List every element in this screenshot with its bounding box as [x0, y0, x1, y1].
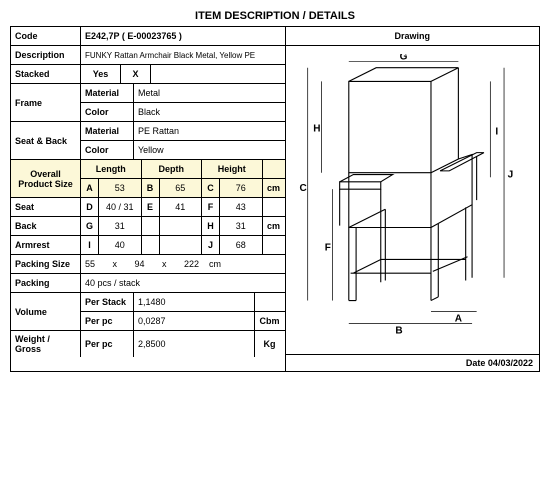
code-label: Code	[11, 27, 81, 45]
dim-a-value: 53	[99, 179, 142, 197]
stacked-label: Stacked	[11, 65, 81, 83]
back-empty-1	[142, 217, 160, 235]
volume-label: Volume	[11, 293, 81, 330]
dim-i-value: 40	[99, 236, 142, 254]
seat-label: Seat	[11, 198, 81, 216]
dim-f-value: 43	[220, 198, 263, 216]
left-panel: Code E242,7P ( E-00023765 ) Description …	[11, 27, 286, 371]
ops-label: Overall Product Size	[11, 160, 81, 197]
cbm-empty-1	[255, 293, 285, 311]
dim-j-label: J	[202, 236, 220, 254]
height-header: Height	[202, 160, 263, 178]
dim-b-value: 65	[160, 179, 203, 197]
volume-perpc-value: 0,0287	[134, 312, 255, 330]
spec-sheet: Code E242,7P ( E-00023765 ) Description …	[10, 26, 540, 372]
frame-label: Frame	[11, 84, 81, 121]
svg-text:H: H	[313, 124, 320, 135]
sb-material-label: Material	[81, 122, 134, 140]
dim-h-label: H	[202, 217, 220, 235]
stacked-empty	[151, 65, 285, 83]
dim-g-label: G	[81, 217, 99, 235]
dim-d-label: D	[81, 198, 99, 216]
arm-empty-1	[142, 236, 160, 254]
chair-drawing: G H C F I J A B	[294, 54, 531, 346]
dim-a-label: A	[81, 179, 99, 197]
svg-text:B: B	[395, 325, 402, 336]
dim-b-label: B	[142, 179, 160, 197]
svg-text:C: C	[299, 183, 306, 194]
stacked-yes: Yes	[81, 65, 121, 83]
arm-empty-2	[160, 236, 203, 254]
volume-perstack-value: 1,1480	[134, 293, 255, 311]
description-label: Description	[11, 46, 81, 64]
dim-j-value: 68	[220, 236, 263, 254]
packing-label: Packing	[11, 274, 81, 292]
dim-f-label: F	[202, 198, 220, 216]
seatback-label: Seat & Back	[11, 122, 81, 159]
cbm-label: Cbm	[255, 312, 285, 330]
drawing-header: Drawing	[286, 27, 539, 46]
svg-text:F: F	[324, 242, 330, 253]
back-label: Back	[11, 217, 81, 235]
packing-size-label: Packing Size	[11, 255, 81, 273]
dim-h-value: 31	[220, 217, 263, 235]
date-value: Date 04/03/2022	[286, 354, 539, 371]
weight-label: Weight / Gross	[11, 331, 81, 357]
right-panel: Drawing	[286, 27, 539, 371]
depth-header: Depth	[142, 160, 203, 178]
code-value: E242,7P ( E-00023765 )	[81, 27, 285, 45]
page-title: ITEM DESCRIPTION / DETAILS	[10, 10, 540, 22]
dim-e-label: E	[142, 198, 160, 216]
frame-color-label: Color	[81, 103, 134, 121]
unit-empty-3	[263, 236, 285, 254]
dim-c-label: C	[202, 179, 220, 197]
frame-material-value: Metal	[134, 84, 285, 102]
dim-i-label: I	[81, 236, 99, 254]
back-empty-2	[160, 217, 203, 235]
unit-cm-1: cm	[263, 179, 285, 197]
sb-color-label: Color	[81, 141, 134, 159]
unit-cm-2: cm	[263, 217, 285, 235]
dim-c-value: 76	[220, 179, 263, 197]
frame-material-label: Material	[81, 84, 134, 102]
sb-color-value: Yellow	[134, 141, 285, 159]
stacked-x: X	[121, 65, 151, 83]
svg-text:I: I	[495, 126, 498, 137]
armrest-label: Armrest	[11, 236, 81, 254]
svg-text:A: A	[454, 314, 461, 325]
weight-perpc-label: Per pc	[81, 331, 134, 357]
packing-value: 40 pcs / stack	[81, 274, 285, 292]
volume-perstack-label: Per Stack	[81, 293, 134, 311]
kg-label: Kg	[255, 331, 285, 357]
length-header: Length	[81, 160, 142, 178]
drawing-area: G H C F I J A B	[286, 46, 539, 354]
unit-empty	[263, 160, 285, 178]
sb-material-value: PE Rattan	[134, 122, 285, 140]
unit-empty-2	[263, 198, 285, 216]
dim-d-value: 40 / 31	[99, 198, 142, 216]
svg-text:G: G	[399, 54, 407, 62]
description-value: FUNKY Rattan Armchair Black Metal, Yello…	[81, 46, 285, 64]
packing-size-value: 55 x 94 x 222 cm	[81, 255, 285, 273]
weight-value: 2,8500	[134, 331, 255, 357]
frame-color-value: Black	[134, 103, 285, 121]
volume-perpc-label: Per pc	[81, 312, 134, 330]
svg-text:J: J	[507, 169, 513, 180]
dim-g-value: 31	[99, 217, 142, 235]
dim-e-value: 41	[160, 198, 203, 216]
